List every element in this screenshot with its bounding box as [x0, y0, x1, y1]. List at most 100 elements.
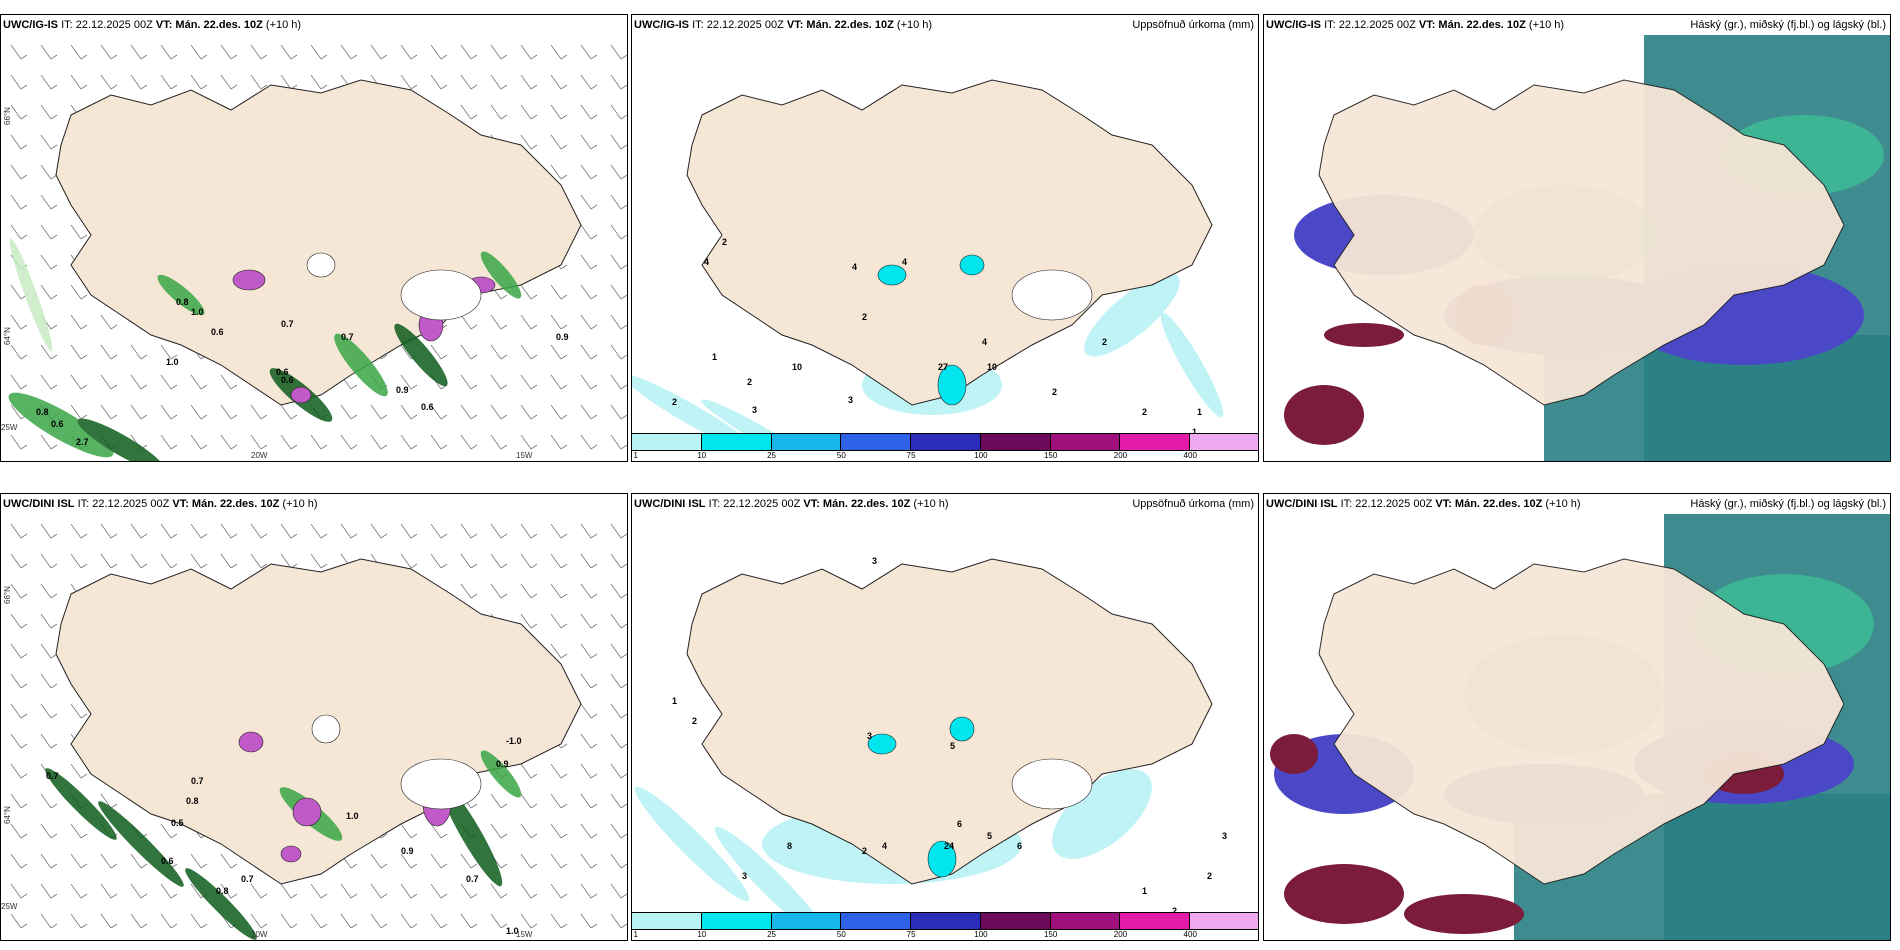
- wind-barb: [280, 523, 292, 539]
- wind-barb: [520, 553, 532, 569]
- wind-barb-tick: [560, 863, 568, 869]
- precip-value-label: 4: [852, 262, 857, 272]
- wind-barb-tick: [170, 54, 178, 60]
- wind-barb: [460, 853, 472, 869]
- wind-barb: [580, 823, 592, 839]
- wind-barb: [520, 344, 532, 360]
- wind-barb-tick: [620, 264, 627, 270]
- wind-barb: [100, 793, 112, 809]
- iceland-landmass: [1318, 79, 1845, 406]
- cloud-map-panel-dini: UWC/DINI ISL IT: 22.12.2025 00Z VT: Mán.…: [1263, 493, 1891, 941]
- wind-barb: [220, 883, 232, 899]
- lat-label: 66°N: [3, 107, 12, 125]
- wind-barb: [610, 853, 622, 869]
- wind-barb: [310, 883, 322, 899]
- wind-barb: [520, 74, 532, 90]
- scale-tick-label: 50: [836, 451, 846, 460]
- wind-barb: [580, 673, 592, 689]
- wind-barb: [10, 434, 22, 450]
- wind-barb: [160, 344, 172, 360]
- wind-barb: [310, 74, 322, 90]
- wind-barb: [10, 913, 22, 929]
- wind-barb: [40, 44, 52, 60]
- wind-barb-tick: [620, 384, 627, 390]
- wind-barb-tick: [110, 803, 118, 809]
- cloud-map: [1264, 514, 1890, 940]
- wind-barb: [520, 853, 532, 869]
- wind-barb: [160, 823, 172, 839]
- wind-barb: [610, 224, 622, 240]
- wind-barb: [250, 913, 262, 929]
- wind-value-label: 1.0: [506, 926, 519, 936]
- wind-barb-tick: [140, 923, 148, 929]
- precip-title: Uppsöfnuð úrkoma (mm): [1132, 494, 1254, 514]
- wind-barb: [520, 823, 532, 839]
- wind-barb: [70, 284, 82, 300]
- wind-barb: [580, 194, 592, 210]
- wind-barb: [40, 284, 52, 300]
- wind-barb-tick: [290, 893, 298, 899]
- wind-barb-tick: [170, 414, 178, 420]
- wind-barb-tick: [20, 144, 28, 150]
- wind-barb: [340, 913, 352, 929]
- wind-barb: [70, 883, 82, 899]
- wind-value-label: 2.7: [76, 437, 89, 447]
- wind-barb-tick: [350, 384, 358, 390]
- wind-barb: [430, 553, 442, 569]
- wind-barb: [550, 434, 562, 450]
- wind-barb: [550, 344, 562, 360]
- wind-barb: [550, 44, 562, 60]
- wind-barb: [610, 374, 622, 390]
- wind-barb-tick: [620, 773, 627, 779]
- wind-barb-tick: [620, 653, 627, 659]
- wind-barb: [460, 314, 472, 330]
- wind-barb-tick: [410, 833, 418, 839]
- valid-time: VT: Mán. 22.des. 10Z: [172, 498, 280, 510]
- lon-label: 20W: [251, 930, 268, 939]
- lead-time: (+10 h): [896, 19, 933, 31]
- wind-barb: [460, 913, 472, 929]
- wind-barb-tick: [410, 54, 418, 60]
- wind-barb: [100, 374, 112, 390]
- wind-values: 0.81.00.60.71.00.70.60.60.90.60.90.80.62…: [36, 297, 569, 447]
- wind-barb-tick: [590, 354, 598, 360]
- scale-swatch: [980, 913, 1051, 929]
- panel-title: UWC/IG-IS IT: 22.12.2025 00Z VT: Mán. 22…: [1, 15, 627, 35]
- wind-barb: [550, 314, 562, 330]
- scale-tick-label: 50: [836, 930, 846, 939]
- wind-barb-tick: [350, 863, 358, 869]
- wind-barb: [610, 104, 622, 120]
- valid-time: VT: Mán. 22.des. 10Z: [786, 19, 894, 31]
- wind-barb-tick: [50, 294, 58, 300]
- model-name: UWC/IG-IS: [1266, 19, 1321, 31]
- wind-barb-tick: [170, 893, 178, 899]
- wind-barb-tick: [560, 563, 568, 569]
- wind-barb-tick: [500, 863, 508, 869]
- wind-barb-tick: [260, 563, 268, 569]
- wind-barb-tick: [380, 893, 388, 899]
- wind-barb: [130, 523, 142, 539]
- wind-barb-tick: [230, 54, 238, 60]
- precip-value-label: 1: [1142, 886, 1147, 896]
- wind-barb-tick: [590, 294, 598, 300]
- wind-barb-tick: [440, 563, 448, 569]
- wind-barb-tick: [170, 563, 178, 569]
- wind-barb: [580, 853, 592, 869]
- wind-barb-tick: [200, 863, 208, 869]
- wind-barb-tick: [620, 593, 627, 599]
- valid-time: VT: Mán. 22.des. 10Z: [803, 498, 911, 510]
- wind-barb-tick: [20, 354, 28, 360]
- wind-barb-tick: [590, 114, 598, 120]
- wind-barb-tick: [590, 863, 598, 869]
- scale-swatch: [841, 913, 912, 929]
- wind-barb: [610, 74, 622, 90]
- scale-tick-label: 1: [633, 930, 638, 939]
- wind-barb-tick: [440, 54, 448, 60]
- wind-barb: [430, 853, 442, 869]
- wind-barb: [130, 344, 142, 360]
- wind-barb-tick: [620, 683, 627, 689]
- wind-barb: [580, 703, 592, 719]
- wind-barb: [370, 404, 382, 420]
- scale-tick-label: 150: [1043, 930, 1058, 939]
- wind-barb: [550, 643, 562, 659]
